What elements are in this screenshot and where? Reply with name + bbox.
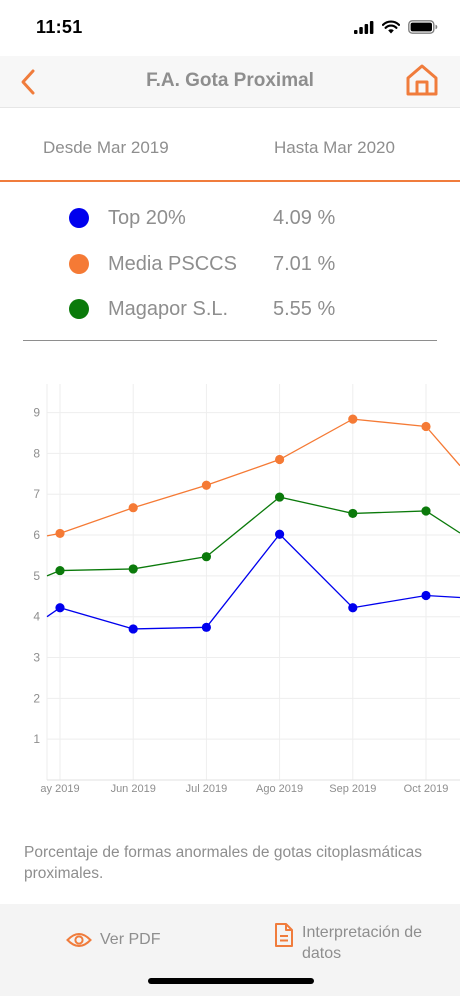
legend-value: 5.55 % — [273, 298, 336, 320]
status-bar: 11:51 — [0, 0, 460, 56]
cellular-signal-icon — [354, 20, 374, 34]
y-tick-label: 1 — [33, 732, 40, 746]
data-interpretation-button[interactable]: Interpretación de datos — [274, 922, 432, 964]
data-point — [128, 564, 138, 574]
data-point — [275, 492, 285, 502]
data-point — [128, 503, 138, 513]
home-indicator — [148, 978, 314, 984]
y-tick-label: 9 — [33, 406, 40, 420]
y-tick-label: 6 — [33, 528, 40, 542]
data-interpretation-label: Interpretación de datos — [302, 924, 423, 962]
data-point — [128, 624, 138, 634]
data-point — [201, 480, 211, 490]
y-tick-label: 4 — [33, 610, 40, 624]
status-icons — [354, 20, 438, 34]
home-icon — [406, 64, 438, 96]
eye-icon — [66, 933, 92, 947]
series-line-2 — [46, 496, 460, 577]
wifi-icon — [382, 20, 400, 34]
data-point — [348, 508, 358, 519]
navigation-bar: F.A. Gota Proximal — [0, 56, 460, 108]
data-point — [421, 506, 431, 516]
x-tick-label: Jun 2019 — [111, 783, 156, 795]
x-tick-label: Ago 2019 — [256, 783, 303, 795]
chart-description: Porcentaje de formas anormales de gotas … — [24, 844, 423, 882]
y-tick-label: 5 — [33, 569, 40, 583]
data-point — [421, 421, 431, 432]
chart-svg: 1 2 3 4 5 6 7 8 9 ay 2019 Jun 2019 Jul 2019 Ago 2019… — [33, 384, 460, 795]
view-pdf-label: Ver PDF — [100, 931, 161, 948]
date-range: Desde Mar 2019 Hasta Mar 2020 — [0, 110, 460, 182]
view-pdf-button[interactable]: Ver PDF — [66, 922, 160, 958]
data-point — [275, 529, 285, 539]
status-time: 11:51 — [36, 17, 83, 37]
back-button[interactable] — [8, 62, 48, 102]
data-point — [201, 622, 211, 632]
data-point — [55, 528, 65, 539]
y-tick-label: 7 — [33, 487, 40, 501]
legend-item-magapor: Magapor S.L. 5.55 % — [0, 287, 460, 331]
legend-divider — [23, 340, 437, 341]
x-tick-label: Jul 2019 — [186, 783, 228, 795]
data-point — [55, 565, 65, 576]
legend-item-top-20: Top 20% 4.09 % — [0, 196, 460, 240]
legend-dot-top-20 — [69, 208, 89, 228]
legend-name: Magapor S.L. — [108, 298, 229, 320]
legend-dot-media-psccs — [69, 254, 89, 274]
data-point — [275, 454, 285, 465]
legend-item-media-psccs: Media PSCCS 7.01 % — [0, 242, 460, 286]
data-point — [348, 414, 358, 424]
series-line-0 — [46, 533, 460, 630]
y-tick-label: 2 — [33, 691, 40, 705]
legend-name: Top 20% — [108, 207, 186, 229]
document-icon — [275, 923, 293, 947]
legend-value: 7.01 % — [273, 253, 336, 275]
data-point — [348, 603, 358, 613]
date-to[interactable]: Hasta Mar 2020 — [274, 138, 395, 157]
chevron-left-icon — [21, 69, 35, 95]
line-chart[interactable]: 1 2 3 4 5 6 7 8 9 ay 2019 Jun 2019 Jul 2019 Ago 2019… — [0, 370, 460, 810]
battery-icon — [408, 20, 438, 34]
date-from[interactable]: Desde Mar 2019 — [43, 138, 169, 157]
legend-name: Media PSCCS — [108, 253, 237, 275]
series-line-1 — [46, 418, 460, 537]
x-tick-label: ay 2019 — [40, 783, 79, 795]
y-tick-label: 3 — [33, 651, 40, 665]
legend-value: 4.09 % — [273, 207, 336, 229]
data-point — [201, 552, 211, 562]
data-point — [421, 590, 431, 601]
y-tick-label: 8 — [33, 446, 40, 460]
page-title: F.A. Gota Proximal — [146, 70, 314, 91]
x-tick-label: Oct 2019 — [404, 783, 449, 795]
home-button[interactable] — [402, 60, 442, 100]
x-tick-label: Sep 2019 — [329, 783, 376, 795]
legend-dot-magapor — [69, 299, 89, 319]
data-point — [55, 603, 65, 613]
